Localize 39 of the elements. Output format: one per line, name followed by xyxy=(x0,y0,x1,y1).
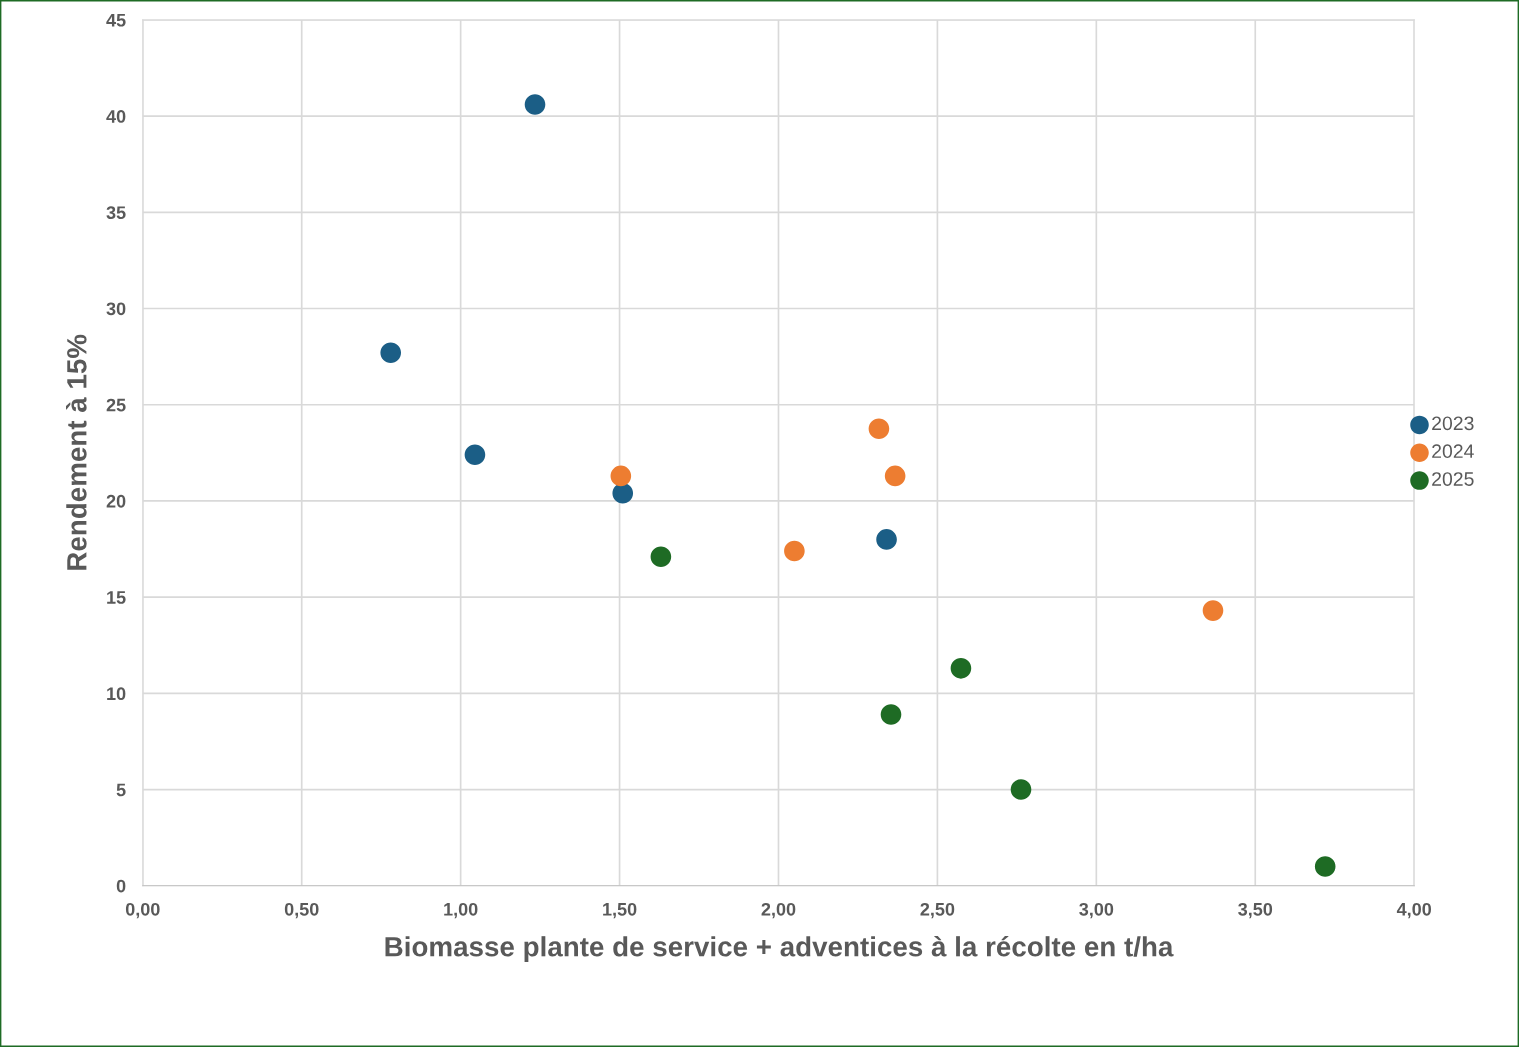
legend-label: 2024 xyxy=(1432,444,1474,459)
y-tick-label: 10 xyxy=(107,687,126,701)
x-tick-label: 3,50 xyxy=(1238,902,1273,919)
y-tick-label: 25 xyxy=(106,398,126,412)
legend-label: 2025 xyxy=(1432,472,1474,486)
y-tick-label: 45 xyxy=(106,14,126,27)
x-tick-label: 0,50 xyxy=(284,902,319,919)
point xyxy=(880,704,902,725)
x-tick-label: 1,00 xyxy=(444,902,478,919)
y-tick-label: 30 xyxy=(106,302,126,316)
point xyxy=(610,465,632,487)
point xyxy=(380,342,402,364)
point xyxy=(464,444,486,466)
point xyxy=(524,94,546,115)
point xyxy=(950,658,972,679)
point xyxy=(650,546,672,568)
x-tick-label: 4,00 xyxy=(1396,902,1432,919)
y-tick-label: 15 xyxy=(107,591,126,604)
x-axis-title: Biomasse plante de service + adventices à la récolte en t/ha xyxy=(385,935,1174,963)
point xyxy=(868,418,890,440)
x-tick-label: 1,50 xyxy=(603,902,637,919)
x-tick-label: 3,00 xyxy=(1079,902,1114,919)
x-tick-label: 0,00 xyxy=(125,902,160,919)
y-tick-label: 40 xyxy=(106,110,126,123)
point xyxy=(1202,600,1224,621)
point xyxy=(1314,856,1336,877)
legend-label: 2023 xyxy=(1432,416,1474,431)
point xyxy=(884,465,906,487)
y-axis-title: Rendement à 15% xyxy=(66,334,87,570)
y-tick-label: 20 xyxy=(106,494,126,508)
point xyxy=(612,482,634,504)
point xyxy=(784,540,805,562)
y-tick-label: 5 xyxy=(116,783,126,797)
y-tick-label: 0 xyxy=(116,879,126,893)
x-tick-label: 2,50 xyxy=(920,902,955,919)
x-tick-label: 2,00 xyxy=(761,902,796,919)
point xyxy=(876,529,897,550)
point xyxy=(1010,779,1032,800)
y-tick-label: 35 xyxy=(106,206,126,220)
